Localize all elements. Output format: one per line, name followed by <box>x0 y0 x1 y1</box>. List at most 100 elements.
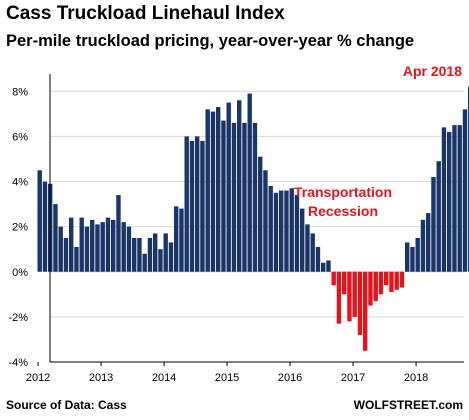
bar <box>347 271 352 322</box>
bar <box>315 246 321 272</box>
brand-watermark: WOLFSTREET.com <box>353 398 463 412</box>
bar <box>300 208 305 272</box>
x-tick-label: 2012 <box>26 372 50 384</box>
bar <box>226 102 231 272</box>
bar <box>384 271 389 286</box>
bar <box>378 271 384 295</box>
bar <box>231 122 237 272</box>
bar <box>242 122 247 272</box>
x-tick-label: 2015 <box>215 372 239 384</box>
bar <box>373 271 378 302</box>
bar <box>368 271 373 306</box>
bar <box>37 170 42 272</box>
bar <box>58 226 63 272</box>
bar <box>342 271 347 295</box>
annotation-recession-line1: Transportation <box>294 184 392 200</box>
bar <box>331 271 336 286</box>
bar <box>389 271 394 293</box>
bar <box>105 217 111 272</box>
bar <box>336 271 342 324</box>
y-tick-label: 8% <box>12 86 28 98</box>
bar <box>100 222 105 272</box>
bar <box>352 271 357 317</box>
bar <box>126 226 132 272</box>
bar <box>305 224 310 272</box>
bar <box>63 237 69 272</box>
bar <box>263 170 268 272</box>
bar <box>284 190 289 272</box>
bar <box>216 107 221 272</box>
bar <box>462 109 468 272</box>
bar <box>189 140 195 272</box>
bar <box>221 120 226 272</box>
bar <box>158 249 163 272</box>
bar <box>247 93 252 272</box>
y-tick-label: 6% <box>12 131 28 143</box>
source-note: Source of Data: Cass <box>6 398 127 412</box>
bar <box>137 237 142 272</box>
bar <box>69 217 74 272</box>
bars <box>37 86 469 351</box>
bar <box>294 195 300 272</box>
bar <box>153 233 158 272</box>
bar <box>90 219 95 272</box>
bar <box>321 262 326 272</box>
bar <box>205 109 210 272</box>
bar <box>426 213 431 272</box>
bar <box>279 190 284 272</box>
bar <box>415 237 420 272</box>
bar <box>42 181 48 272</box>
bar <box>310 233 315 272</box>
bar <box>74 246 79 272</box>
bar <box>452 125 457 272</box>
bar <box>163 233 168 272</box>
bar <box>84 226 90 272</box>
bar <box>121 222 126 272</box>
bar <box>168 242 174 272</box>
bar <box>147 237 153 272</box>
bar <box>53 204 58 272</box>
bar <box>357 271 363 335</box>
y-tick-label: -4% <box>8 357 28 369</box>
bar <box>252 122 258 272</box>
chart-title: Cass Truckload Linehaul Index <box>6 3 285 24</box>
axes: -4% -2% 0% 2% 4% 6% 8% 2012 2013 2014 2015 2016 2017… <box>8 74 464 384</box>
bar <box>436 161 441 272</box>
bar <box>210 111 216 272</box>
bar <box>142 253 147 272</box>
bar <box>195 136 200 272</box>
bar <box>420 219 426 272</box>
bar <box>111 219 116 272</box>
bar <box>132 237 137 272</box>
bar <box>326 260 331 272</box>
bar <box>289 188 294 272</box>
y-tick-label: 2% <box>12 222 28 234</box>
annotation-latest: Apr 2018 <box>403 63 462 79</box>
bar <box>179 208 184 272</box>
y-tick-label: 4% <box>12 177 28 189</box>
bar <box>184 136 189 272</box>
bar <box>174 206 179 272</box>
bar <box>273 192 279 272</box>
bar <box>200 140 205 272</box>
bar <box>363 271 368 351</box>
annotations: Apr 2018 Transportation Recession <box>294 63 462 219</box>
bar <box>441 127 447 272</box>
bar <box>258 156 263 272</box>
bar <box>268 186 273 272</box>
bar <box>457 125 462 272</box>
bar <box>447 131 452 272</box>
x-tick-label: 2013 <box>89 372 113 384</box>
chart-subtitle: Per-mile truckload pricing, year-over-ye… <box>6 32 415 50</box>
x-tick-label: 2018 <box>404 372 428 384</box>
x-tick-label: 2014 <box>152 372 176 384</box>
x-tick-label: 2016 <box>278 372 302 384</box>
bar <box>394 271 399 290</box>
bar <box>237 100 242 272</box>
bar <box>116 195 121 272</box>
bar <box>410 246 415 272</box>
y-tick-label: -2% <box>8 312 28 324</box>
bar <box>431 177 436 272</box>
